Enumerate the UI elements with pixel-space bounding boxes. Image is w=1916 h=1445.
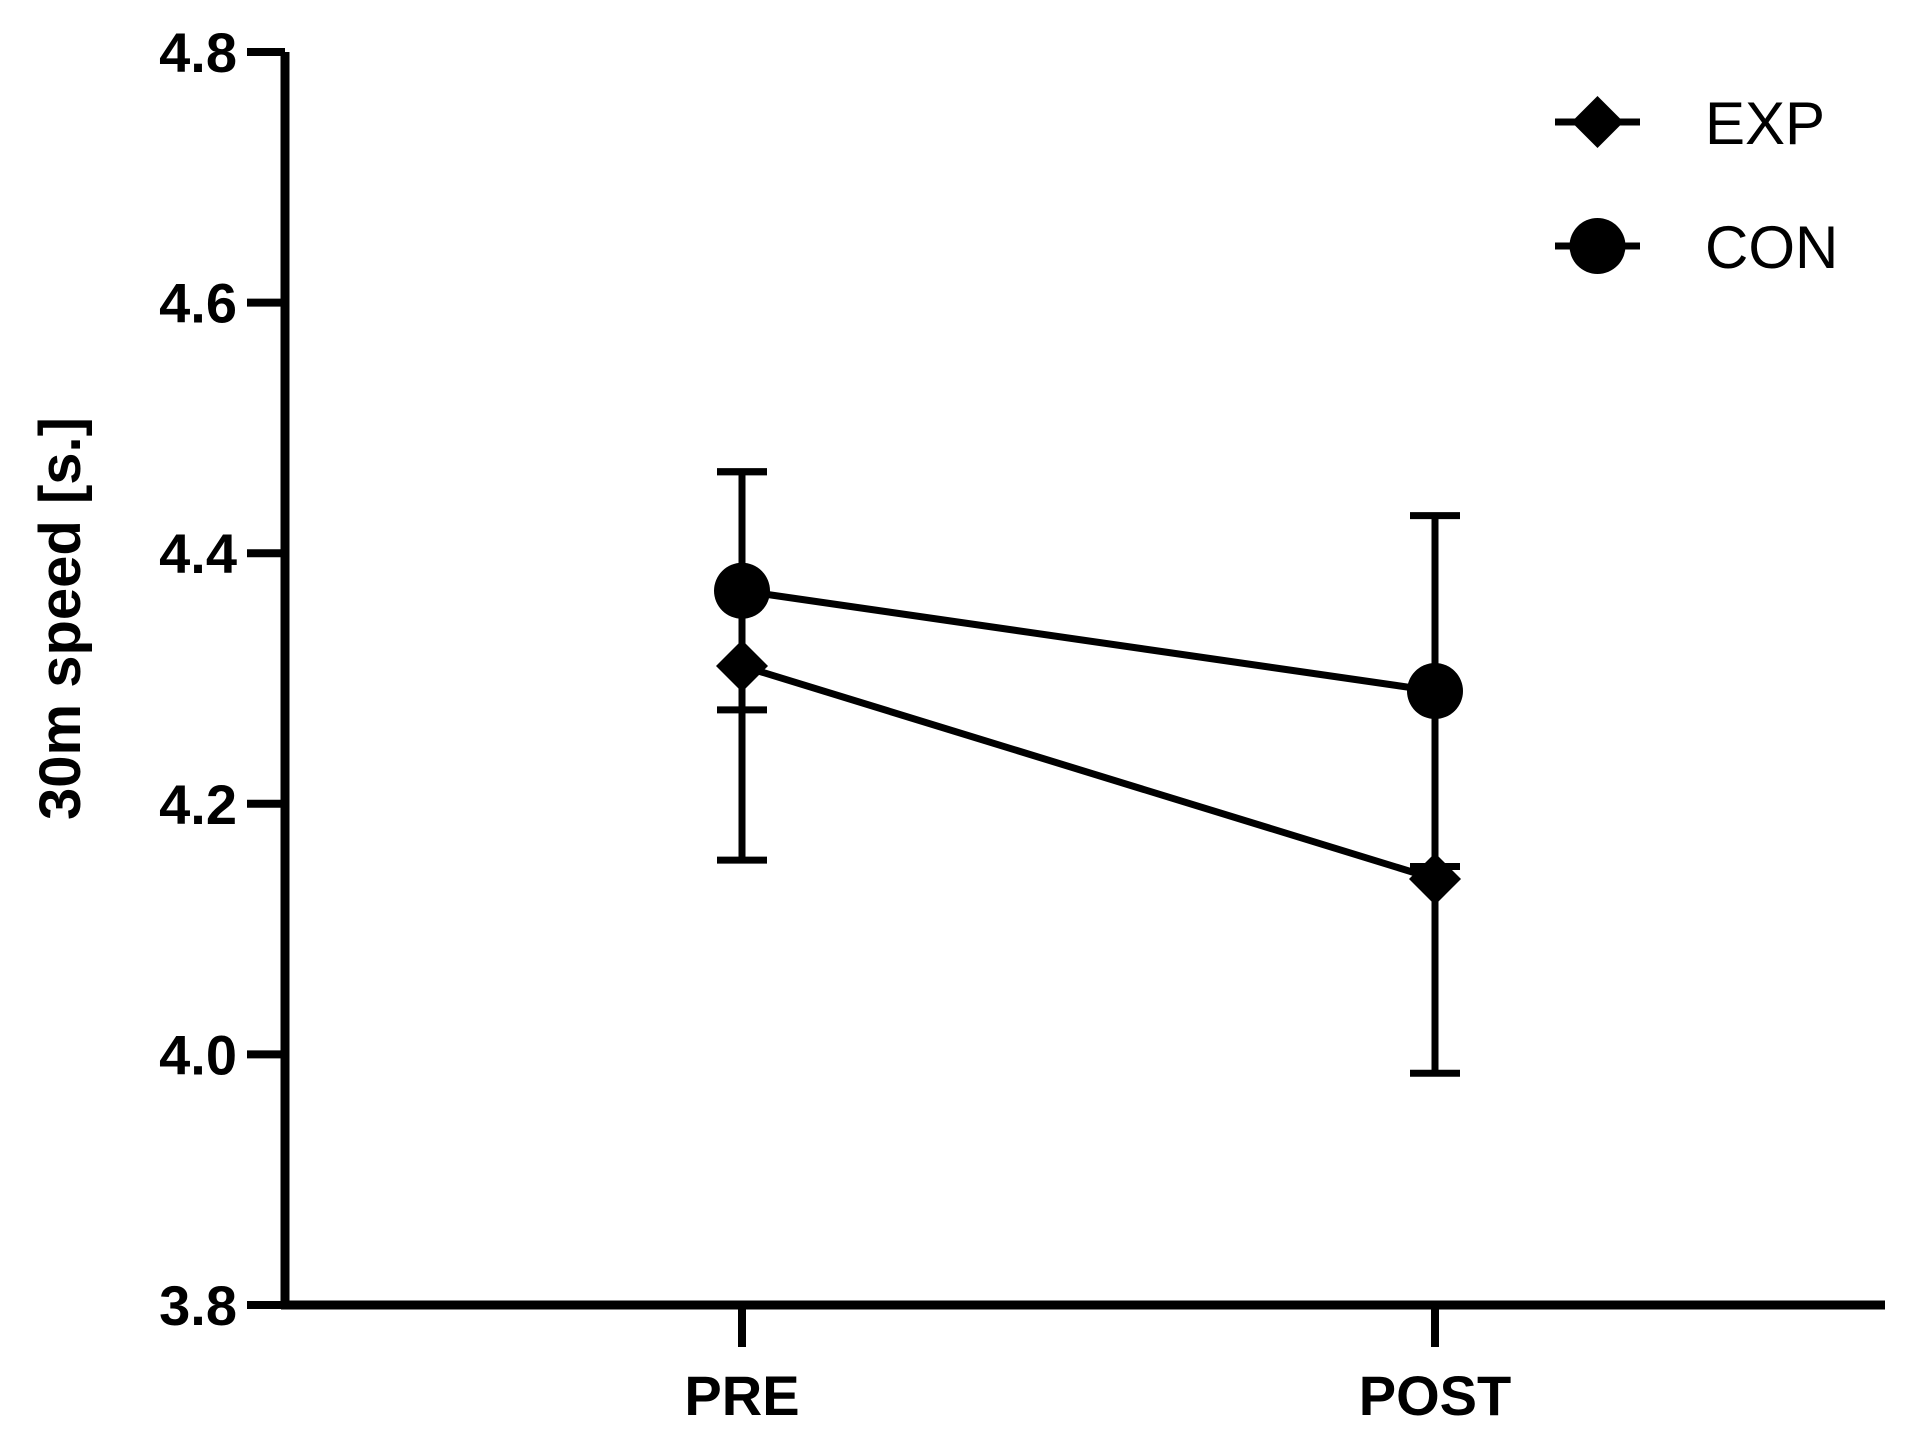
data-point: [714, 562, 770, 619]
y-tick-label: 4.8: [159, 21, 237, 84]
x-ticks: PRE POST: [684, 1305, 1511, 1427]
legend: EXP CON: [1555, 90, 1838, 281]
x-tick-label: PRE: [684, 1364, 799, 1427]
y-tick-label: 4.4: [159, 522, 237, 585]
y-tick-label: 4.2: [159, 773, 237, 836]
legend-label: EXP: [1705, 90, 1825, 157]
data-point: [1407, 663, 1463, 720]
legend-marker: [1569, 218, 1626, 274]
y-axis-title: 30m speed [s.]: [28, 417, 93, 820]
x-tick-label: POST: [1359, 1364, 1511, 1427]
y-ticks: 3.8 4.0 4.2 4.4 4.6 4.8: [159, 21, 285, 1337]
y-tick-label: 3.8: [159, 1274, 237, 1337]
legend-marker: [1571, 96, 1624, 148]
series-layer: [714, 468, 1463, 1077]
axes: [280, 52, 1885, 1310]
legend-label: CON: [1705, 214, 1838, 281]
series-exp: [716, 468, 1461, 1077]
series-line: [741, 587, 1436, 695]
series-line: [740, 662, 1437, 883]
y-tick-label: 4.0: [159, 1023, 237, 1086]
legend-item: EXP: [1555, 90, 1825, 157]
legend-item: CON: [1555, 214, 1838, 281]
y-tick-label: 4.6: [159, 272, 237, 335]
series-con: [714, 468, 1463, 870]
